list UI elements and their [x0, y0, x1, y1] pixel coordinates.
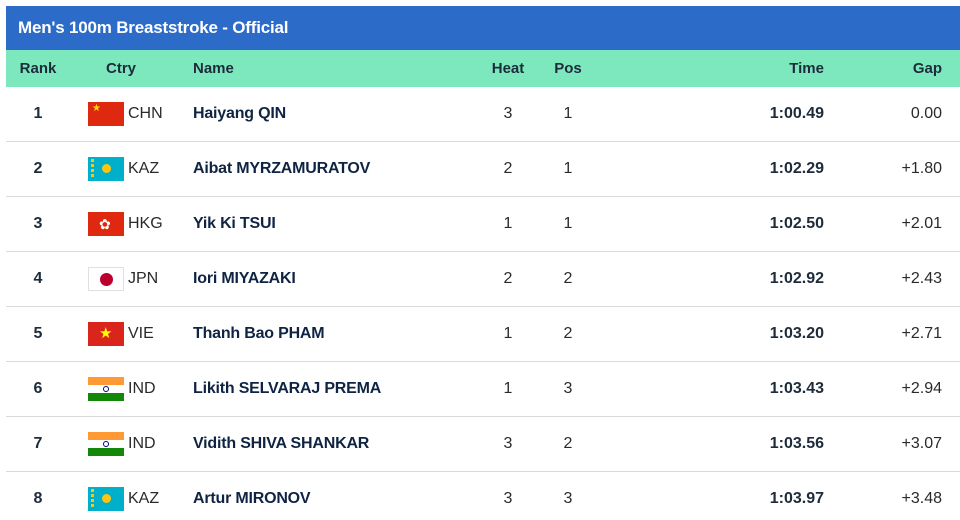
pos-cell: 1 [563, 105, 573, 122]
country-code: KAZ [128, 490, 160, 507]
pos-cell: 3 [563, 380, 573, 397]
gap-cell: +2.71 [901, 325, 942, 342]
country-cell: KAZ [88, 142, 208, 196]
gap-cell: +3.48 [901, 490, 942, 507]
header-name[interactable]: Name [193, 60, 234, 77]
china-flag-icon: ★ [88, 102, 124, 126]
time-cell: 1:03.20 [769, 325, 824, 342]
pos-cell: 1 [563, 215, 573, 232]
pos-cell: 2 [563, 435, 573, 452]
kazakhstan-flag-icon [88, 157, 124, 181]
time-cell: 1:03.43 [769, 380, 824, 397]
results-title: Men's 100m Breaststroke - Official [6, 6, 960, 50]
header-time[interactable]: Time [789, 60, 824, 77]
gap-cell: +2.43 [901, 270, 942, 287]
time-cell: 1:02.92 [769, 270, 824, 287]
country-cell: IND [88, 362, 208, 416]
header-gap[interactable]: Gap [912, 60, 942, 77]
table-row[interactable]: 1 ★ CHN Haiyang QIN 3 1 1:00.49 0.00 [6, 87, 960, 142]
table-row[interactable]: 6 IND Likith SELVARAJ PREMA 1 3 1:03.43 … [6, 362, 960, 417]
hong-kong-flag-icon: ✿ [88, 212, 124, 236]
country-code: IND [128, 435, 156, 452]
athlete-name[interactable]: Iori MIYAZAKI [193, 270, 296, 287]
country-cell: ★ CHN [88, 87, 208, 141]
kazakhstan-flag-icon [88, 487, 124, 511]
pos-cell: 1 [563, 160, 573, 177]
athlete-name[interactable]: Yik Ki TSUI [193, 215, 276, 232]
athlete-name[interactable]: Vidith SHIVA SHANKAR [193, 435, 370, 452]
table-row[interactable]: 2 KAZ Aibat MYRZAMURATOV 2 1 1:02.29 +1.… [6, 142, 960, 197]
time-cell: 1:03.97 [769, 490, 824, 507]
country-code: IND [128, 380, 156, 397]
header-heat[interactable]: Heat [491, 60, 525, 77]
country-cell: KAZ [88, 472, 208, 520]
rank-cell: 3 [33, 215, 43, 232]
heat-cell: 2 [503, 270, 513, 287]
vietnam-flag-icon: ★ [88, 322, 124, 346]
country-code: CHN [128, 105, 163, 122]
heat-cell: 3 [503, 435, 513, 452]
rank-cell: 5 [33, 325, 43, 342]
gap-cell: +3.07 [901, 435, 942, 452]
athlete-name[interactable]: Haiyang QIN [193, 105, 286, 122]
table-header: Rank Ctry Name Heat Pos Time Gap [6, 50, 960, 87]
country-code: VIE [128, 325, 154, 342]
rank-cell: 2 [33, 160, 43, 177]
heat-cell: 1 [503, 215, 513, 232]
gap-cell: +2.01 [901, 215, 942, 232]
japan-flag-icon [88, 267, 124, 291]
country-code: KAZ [128, 160, 160, 177]
time-cell: 1:02.50 [769, 215, 824, 232]
time-cell: 1:00.49 [769, 105, 824, 122]
rank-cell: 8 [33, 490, 43, 507]
header-pos[interactable]: Pos [554, 60, 582, 77]
country-cell: JPN [88, 252, 208, 306]
heat-cell: 1 [503, 325, 513, 342]
country-code: JPN [128, 270, 159, 287]
heat-cell: 3 [503, 105, 513, 122]
athlete-name[interactable]: Thanh Bao PHAM [193, 325, 325, 342]
table-row[interactable]: 8 KAZ Artur MIRONOV 3 3 1:03.97 +3.48 [6, 472, 960, 520]
athlete-name[interactable]: Aibat MYRZAMURATOV [193, 160, 371, 177]
pos-cell: 2 [563, 325, 573, 342]
rank-cell: 4 [33, 270, 43, 287]
heat-cell: 3 [503, 490, 513, 507]
header-country[interactable]: Ctry [106, 60, 137, 77]
athlete-name[interactable]: Artur MIRONOV [193, 490, 311, 507]
gap-cell: +2.94 [901, 380, 942, 397]
gap-cell: 0.00 [910, 105, 942, 122]
country-cell: ★ VIE [88, 307, 208, 361]
heat-cell: 1 [503, 380, 513, 397]
athlete-name[interactable]: Likith SELVARAJ PREMA [193, 380, 382, 397]
india-flag-icon [88, 432, 124, 456]
header-rank[interactable]: Rank [19, 60, 57, 77]
india-flag-icon [88, 377, 124, 401]
table-row[interactable]: 4 JPN Iori MIYAZAKI 2 2 1:02.92 +2.43 [6, 252, 960, 307]
time-cell: 1:02.29 [769, 160, 824, 177]
time-cell: 1:03.56 [769, 435, 824, 452]
pos-cell: 2 [563, 270, 573, 287]
rank-cell: 6 [33, 380, 43, 397]
pos-cell: 3 [563, 490, 573, 507]
table-row[interactable]: 5 ★ VIE Thanh Bao PHAM 1 2 1:03.20 +2.71 [6, 307, 960, 362]
table-row[interactable]: 3 ✿ HKG Yik Ki TSUI 1 1 1:02.50 +2.01 [6, 197, 960, 252]
country-cell: ✿ HKG [88, 197, 208, 251]
country-code: HKG [128, 215, 163, 232]
rank-cell: 7 [33, 435, 43, 452]
country-cell: IND [88, 417, 208, 471]
results-table-body: 1 ★ CHN Haiyang QIN 3 1 1:00.49 0.00 2 K… [6, 87, 960, 520]
table-row[interactable]: 7 IND Vidith SHIVA SHANKAR 3 2 1:03.56 +… [6, 417, 960, 472]
heat-cell: 2 [503, 160, 513, 177]
rank-cell: 1 [33, 105, 43, 122]
gap-cell: +1.80 [901, 160, 942, 177]
